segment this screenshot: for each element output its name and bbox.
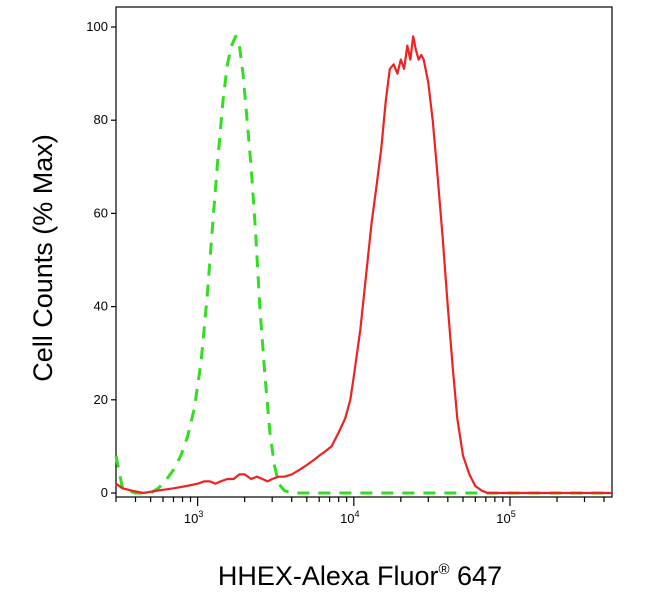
control-histogram-line — [114, 34, 612, 495]
x-axis: 103 104 105 — [115, 497, 605, 526]
plot-area — [115, 6, 613, 498]
x-axis-label: HHEX-Alexa Fluor® 647 — [218, 561, 502, 591]
y-axis-label: Cell Counts (% Max) — [28, 134, 58, 382]
x-axis-label-main: HHEX-Alexa Fluor — [218, 561, 439, 591]
y-tick-label: 20 — [94, 392, 108, 407]
sample-histogram-line — [115, 35, 612, 495]
y-tick-label: 60 — [94, 205, 108, 220]
x-axis-label-suffix: 647 — [450, 561, 503, 591]
y-tick-label: 40 — [94, 299, 108, 314]
y-tick-label: 100 — [86, 19, 108, 34]
y-axis: 0 20 40 60 80 100 — [86, 19, 116, 500]
x-axis-label-registered-mark: ® — [438, 561, 449, 578]
plot-border — [115, 6, 613, 498]
series-layer — [114, 34, 612, 495]
y-tick-label: 0 — [101, 485, 108, 500]
x-tick-label: 103 — [184, 509, 203, 526]
x-tick-label: 105 — [496, 509, 515, 526]
y-tick-label: 80 — [94, 112, 108, 127]
x-tick-label: 104 — [340, 509, 359, 526]
